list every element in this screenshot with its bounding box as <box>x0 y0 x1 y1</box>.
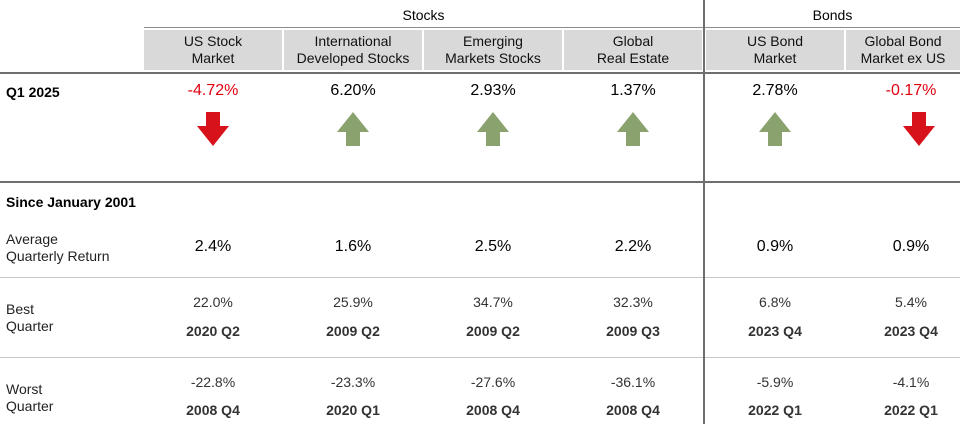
column-header: Global Real Estate <box>564 30 702 70</box>
column-header-line: Markets Stocks <box>445 50 541 66</box>
worst-return: -36.1% <box>610 374 656 390</box>
column-header: Emerging Markets Stocks <box>424 30 562 70</box>
q1-value: 6.20% <box>330 82 376 99</box>
section-title: Since January 2001 <box>6 194 136 210</box>
q1-value: -0.17% <box>885 82 937 99</box>
best-quarter: 2009 Q3 <box>606 323 660 339</box>
worst-quarter: 2008 Q4 <box>606 402 660 418</box>
worst-return: -4.1% <box>892 374 930 390</box>
best-quarter: 2009 Q2 <box>326 323 380 339</box>
q1-value: 2.78% <box>752 82 798 99</box>
average-value: 2.5% <box>474 238 512 255</box>
best-quarter: 2020 Q2 <box>186 323 240 339</box>
row-label-average: Average Quarterly Return <box>6 231 109 265</box>
group-label-bonds: Bonds <box>812 7 853 23</box>
best-quarter: 2023 Q4 <box>884 323 938 339</box>
q1-value: 1.37% <box>610 82 656 99</box>
worst-quarter: 2008 Q4 <box>186 402 240 418</box>
row-label-line: Quarter <box>6 318 54 334</box>
best-return: 6.8% <box>759 294 791 310</box>
row-label-q1: Q1 2025 <box>6 84 60 100</box>
best-return: 22.0% <box>193 294 233 310</box>
column-header-line: Global Bond <box>864 33 942 49</box>
row-label-line: Worst <box>6 381 43 397</box>
q1-value: -4.72% <box>187 82 239 99</box>
worst-quarter: 2022 Q1 <box>748 402 802 418</box>
column-header-line: Developed Stocks <box>296 50 410 66</box>
average-value: 2.2% <box>614 238 652 255</box>
average-value: 0.9% <box>892 238 930 255</box>
row-label-best: Best Quarter <box>6 301 53 335</box>
best-quarter: 2009 Q2 <box>466 323 520 339</box>
down-arrow-icon <box>197 112 229 146</box>
average-value: 2.4% <box>194 238 232 255</box>
group-underline-stocks <box>144 27 703 28</box>
column-header-line: Global <box>612 33 654 49</box>
up-arrow-icon <box>617 112 649 146</box>
column-header: US Bond Market <box>706 30 844 70</box>
worst-return: -22.8% <box>190 374 236 390</box>
header-divider <box>0 72 960 74</box>
up-arrow-icon <box>759 112 791 146</box>
best-return: 25.9% <box>333 294 373 310</box>
up-arrow-icon <box>337 112 369 146</box>
column-header-line: Market <box>191 50 235 66</box>
column-header-line: US Bond <box>746 33 804 49</box>
q1-value: 2.93% <box>470 82 516 99</box>
row-divider <box>0 357 960 358</box>
worst-quarter: 2022 Q1 <box>884 402 938 418</box>
worst-quarter: 2020 Q1 <box>326 402 380 418</box>
average-value: 0.9% <box>756 238 794 255</box>
worst-return: -27.6% <box>470 374 516 390</box>
row-label-line: Quarterly Return <box>6 248 110 264</box>
best-return: 32.3% <box>613 294 653 310</box>
section-divider <box>0 181 960 183</box>
down-arrow-icon <box>903 112 935 146</box>
row-label-line: Best <box>6 301 35 317</box>
column-header-line: Market <box>753 50 797 66</box>
column-header-line: Real Estate <box>596 50 670 66</box>
column-header-line: Market ex US <box>860 50 946 66</box>
column-header-line: Emerging <box>463 33 523 49</box>
group-label-stocks: Stocks <box>402 7 445 23</box>
column-header: US Stock Market <box>144 30 282 70</box>
up-arrow-icon <box>477 112 509 146</box>
best-return: 5.4% <box>895 294 927 310</box>
best-quarter: 2023 Q4 <box>748 323 802 339</box>
column-header: International Developed Stocks <box>284 30 422 70</box>
group-separator <box>703 0 705 424</box>
average-value: 1.6% <box>334 238 372 255</box>
column-header-line: International <box>314 33 392 49</box>
best-return: 34.7% <box>473 294 513 310</box>
row-label-line: Quarter <box>6 398 54 414</box>
row-label-worst: Worst Quarter <box>6 381 53 415</box>
worst-quarter: 2008 Q4 <box>466 402 520 418</box>
row-divider <box>0 277 960 278</box>
worst-return: -23.3% <box>330 374 376 390</box>
column-header-line: US Stock <box>183 33 243 49</box>
group-underline-bonds <box>705 27 960 28</box>
worst-return: -5.9% <box>756 374 794 390</box>
row-label-line: Average <box>6 231 58 247</box>
column-header: Global Bond Market ex US <box>846 30 960 70</box>
